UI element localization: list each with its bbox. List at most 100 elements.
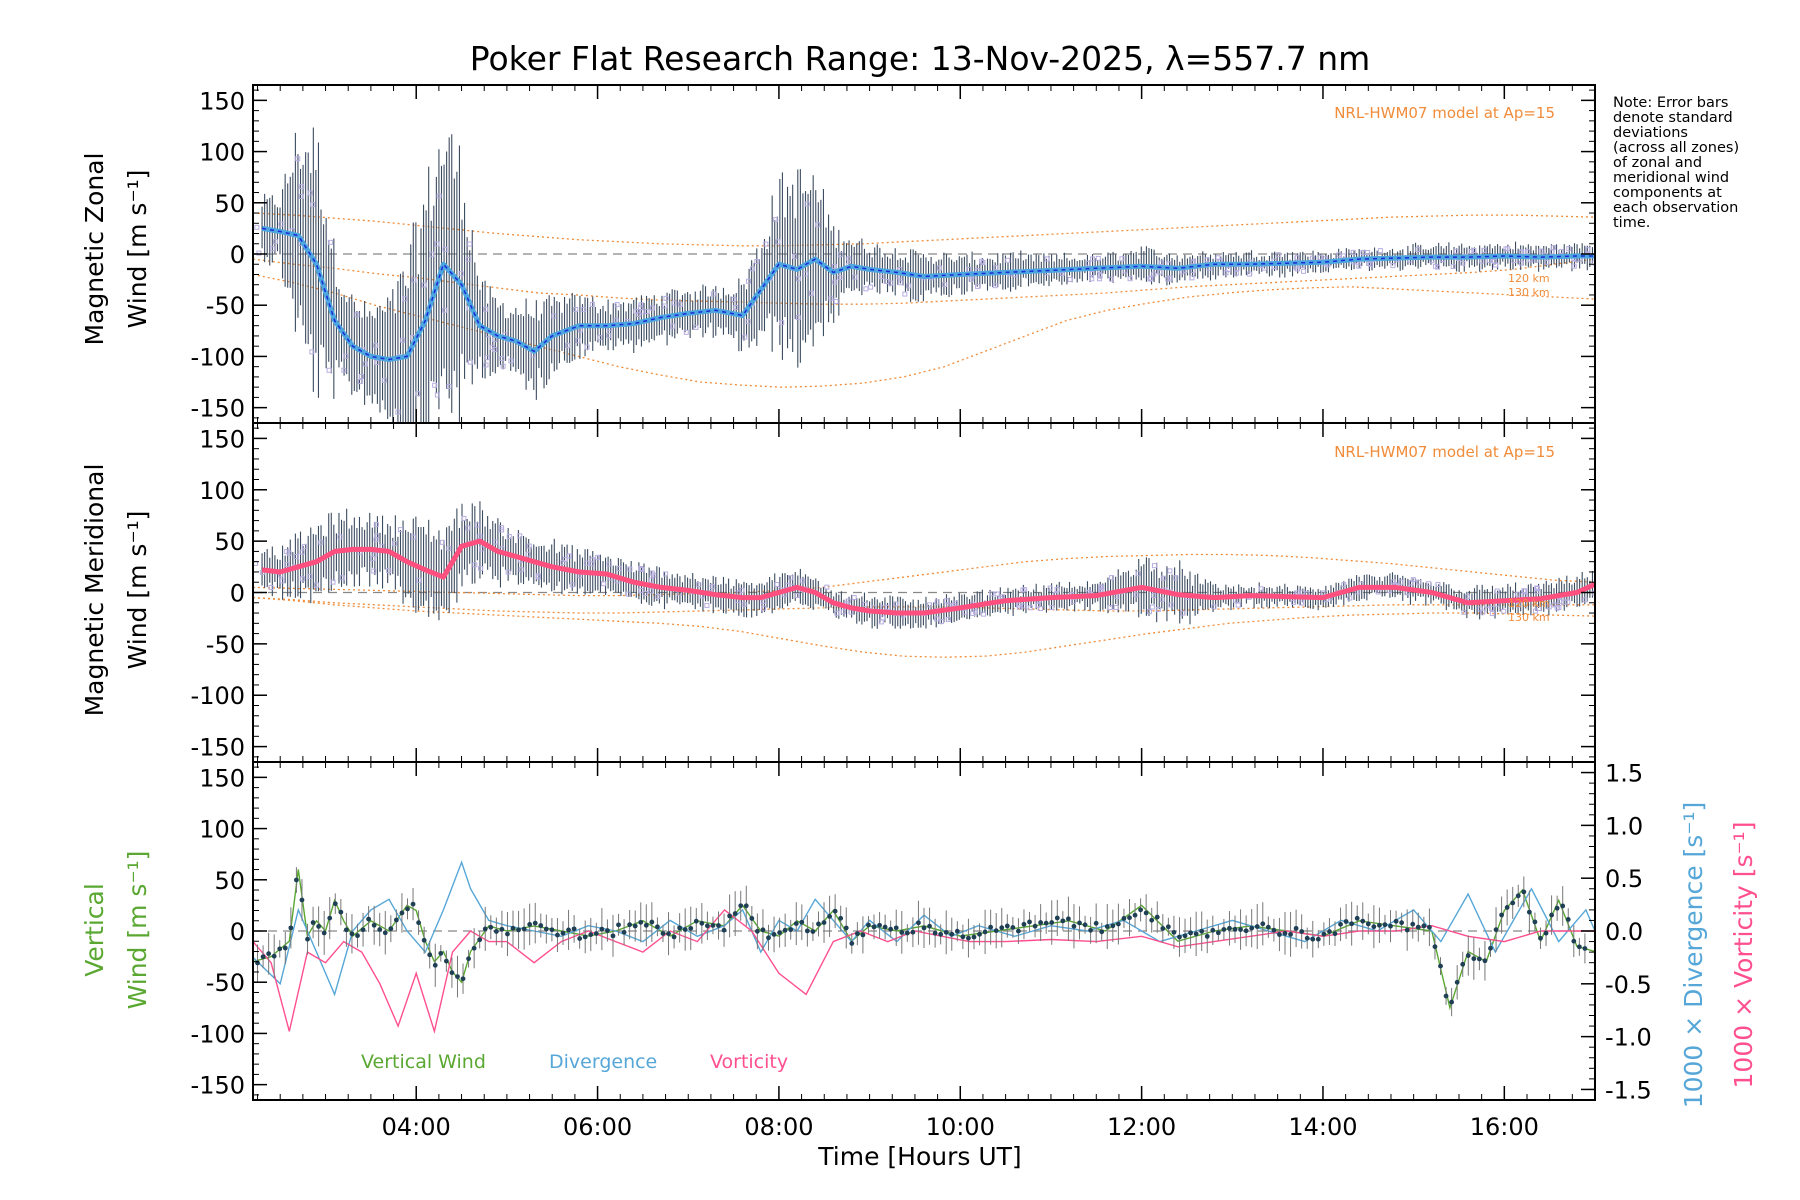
zone-point <box>1090 256 1096 262</box>
zone-point <box>1155 606 1161 612</box>
zone-point <box>391 541 397 547</box>
vertical-point <box>1043 920 1049 926</box>
alt-label-120-meridional: 120 km <box>1508 597 1550 610</box>
zone-point <box>439 539 445 545</box>
zone-point <box>1148 275 1154 281</box>
zone-point <box>474 522 480 528</box>
zone-point <box>1047 585 1053 591</box>
chart-title: Poker Flat Research Range: 13-Nov-2025, … <box>470 39 1371 78</box>
vertical-point <box>810 929 816 934</box>
vertical-point <box>1538 935 1543 941</box>
zone-point <box>1501 608 1507 614</box>
vertical-point <box>954 928 960 934</box>
y2-tick-label: -0.5 <box>1605 971 1652 999</box>
vertical-point <box>277 946 283 952</box>
zone-point <box>754 258 760 264</box>
zone-point <box>1049 605 1055 611</box>
zone-point <box>649 570 655 576</box>
zone-point <box>1546 604 1552 610</box>
vertical-point <box>1104 924 1110 929</box>
zone-point <box>499 527 505 533</box>
zone-point <box>833 298 839 304</box>
y-tick-label: 50 <box>214 190 245 218</box>
vertical-point <box>1377 922 1382 928</box>
zone-point <box>432 382 438 388</box>
y2-tick-label: 1.5 <box>1605 760 1643 788</box>
zone-point <box>1300 589 1306 595</box>
zone-point <box>637 304 643 310</box>
vertical-point <box>1388 923 1393 929</box>
vertical-point <box>854 931 860 937</box>
zone-point <box>733 304 739 310</box>
zone-point <box>508 358 514 364</box>
zone-point <box>1585 247 1591 253</box>
zone-point <box>1089 276 1095 282</box>
zone-point <box>709 584 715 590</box>
vertical-point <box>599 926 605 932</box>
vertical-point <box>882 924 888 930</box>
zone-point <box>862 601 868 607</box>
vertical-point <box>355 933 360 939</box>
zone-point <box>442 307 448 313</box>
error-bar-note: Note: Error bars denote standard deviati… <box>1613 95 1739 231</box>
vertical-point <box>1349 921 1355 927</box>
vertical-point <box>1093 920 1099 926</box>
vertical-point <box>388 926 394 932</box>
zone-point <box>710 291 716 297</box>
zone-point <box>1525 249 1531 255</box>
zone-point <box>800 578 806 584</box>
vertical-point <box>1443 993 1449 999</box>
vertical-point <box>1121 916 1127 921</box>
zone-point <box>1005 257 1011 263</box>
zone-point <box>564 343 570 349</box>
zone-point <box>1095 255 1101 261</box>
zone-point <box>1294 255 1300 261</box>
zone-point <box>834 610 840 616</box>
vertical-point <box>1504 905 1510 910</box>
zone-point <box>1356 263 1362 269</box>
zone-point <box>499 356 505 362</box>
zone-point <box>803 271 809 277</box>
vertical-point <box>1060 918 1066 924</box>
vertical-point <box>521 926 527 932</box>
zone-point <box>573 306 579 312</box>
zone-point <box>357 379 363 385</box>
vertical-point <box>1088 927 1094 933</box>
vertical-point <box>271 953 277 959</box>
vertical-point <box>1560 903 1566 909</box>
vertical-point <box>799 919 805 925</box>
zone-point <box>1151 271 1157 277</box>
zone-point <box>741 601 747 607</box>
vertical-point <box>1032 923 1038 929</box>
x-tick-label: 06:00 <box>563 1113 632 1141</box>
zone-point <box>434 392 440 398</box>
zone-point <box>1415 247 1421 253</box>
vertical-point <box>455 974 460 979</box>
zone-point <box>298 193 304 199</box>
zone-point <box>636 311 642 317</box>
note-line: Note: Error bars <box>1613 95 1728 111</box>
vertical-point <box>638 919 644 925</box>
x-tick-label: 10:00 <box>926 1113 995 1141</box>
vertical-point <box>1077 920 1082 926</box>
vertical-point <box>999 925 1005 931</box>
zone-point <box>840 609 846 615</box>
zone-point <box>745 319 751 325</box>
zone-point <box>1157 269 1163 275</box>
y-tick-label: -100 <box>191 343 245 371</box>
vertical-point <box>316 923 322 929</box>
vertical-point <box>754 928 760 934</box>
vertical-point <box>788 927 794 933</box>
zone-point <box>831 263 837 269</box>
vertical-point <box>760 927 766 933</box>
zone-point <box>989 591 995 597</box>
vertical-point <box>543 926 549 932</box>
vertical-point <box>966 935 971 941</box>
vertical-point <box>549 927 555 933</box>
legend-vertical-wind: Vertical Wind <box>361 1051 486 1073</box>
zone-point <box>837 274 843 280</box>
x-tick-label: 04:00 <box>382 1113 451 1141</box>
zone-point <box>731 296 737 302</box>
zone-point <box>318 539 324 545</box>
